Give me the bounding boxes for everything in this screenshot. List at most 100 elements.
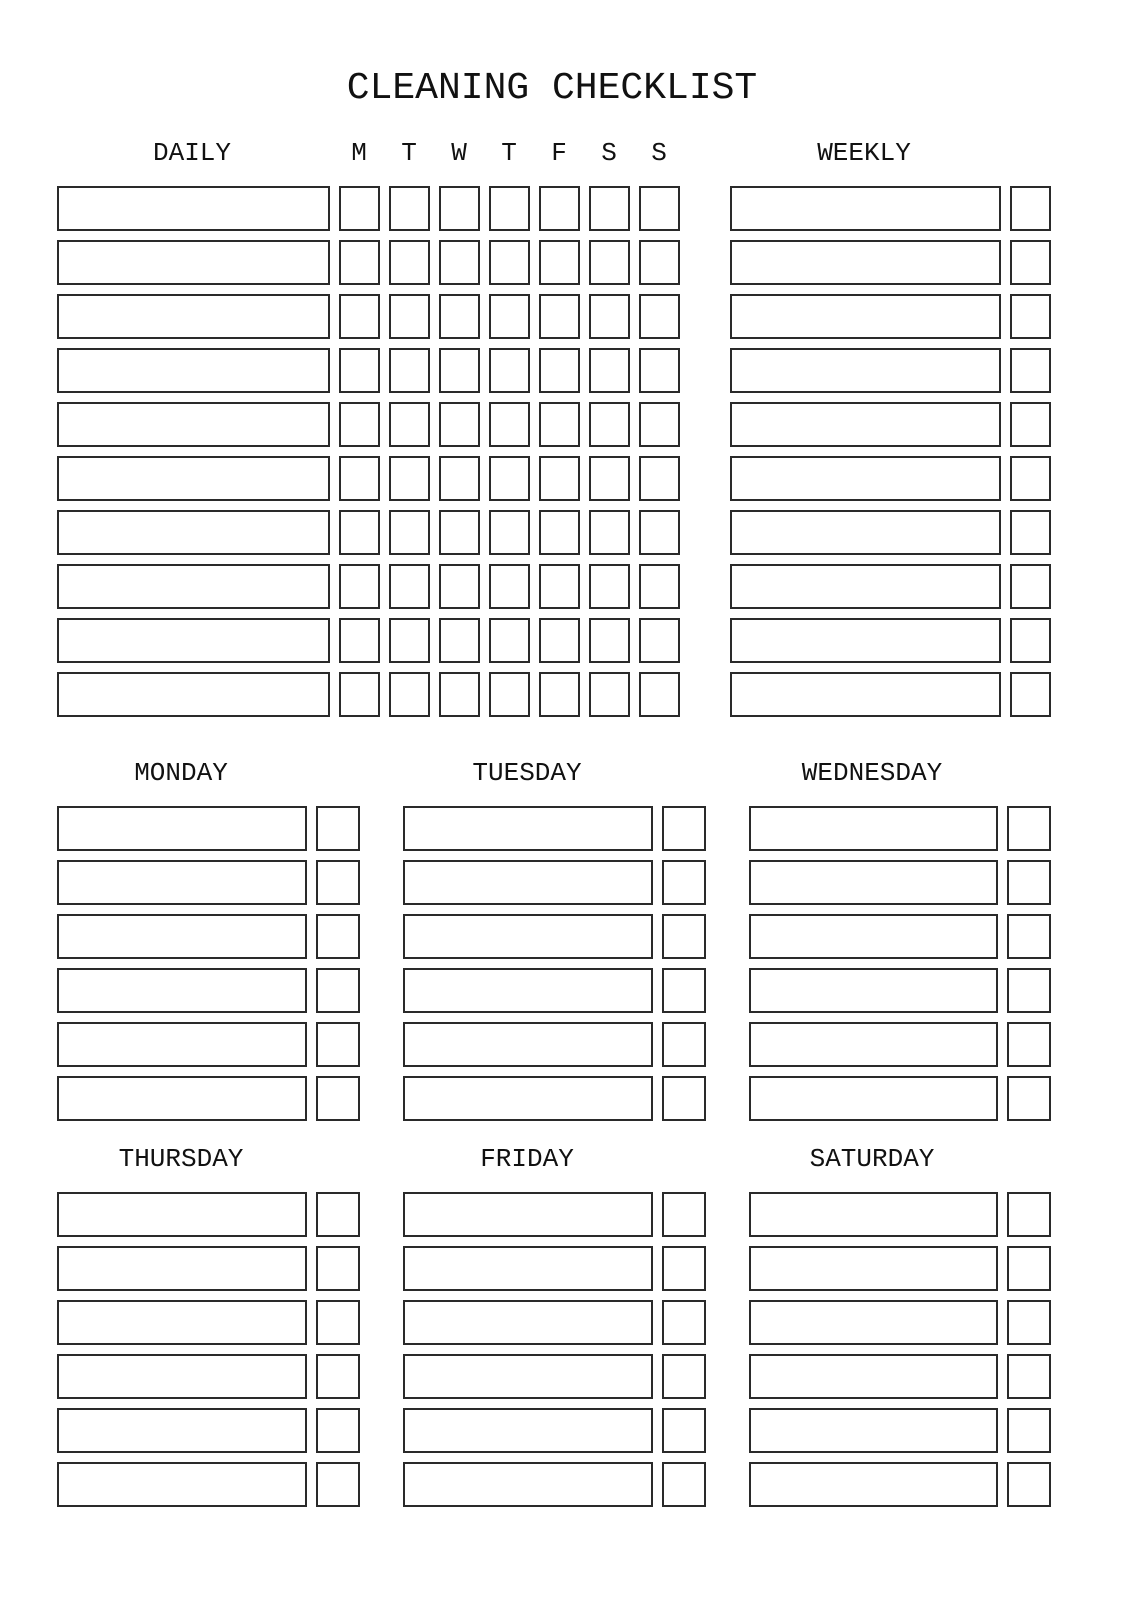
weekly-checkbox[interactable]	[1010, 294, 1051, 339]
daily-task-field[interactable]	[57, 402, 330, 447]
daily-checkbox[interactable]	[389, 456, 430, 501]
daily-checkbox[interactable]	[439, 510, 480, 555]
monday-task-field[interactable]	[57, 914, 307, 959]
daily-checkbox[interactable]	[539, 618, 580, 663]
daily-checkbox[interactable]	[589, 402, 630, 447]
friday-checkbox[interactable]	[662, 1354, 706, 1399]
tuesday-checkbox[interactable]	[662, 1022, 706, 1067]
daily-checkbox[interactable]	[339, 672, 380, 717]
thursday-task-field[interactable]	[57, 1300, 307, 1345]
daily-checkbox[interactable]	[489, 618, 530, 663]
tuesday-checkbox[interactable]	[662, 1076, 706, 1121]
daily-checkbox[interactable]	[639, 672, 680, 717]
daily-checkbox[interactable]	[589, 348, 630, 393]
daily-checkbox[interactable]	[439, 402, 480, 447]
saturday-checkbox[interactable]	[1007, 1300, 1051, 1345]
weekly-checkbox[interactable]	[1010, 618, 1051, 663]
thursday-checkbox[interactable]	[316, 1462, 360, 1507]
wednesday-checkbox[interactable]	[1007, 968, 1051, 1013]
daily-checkbox[interactable]	[339, 186, 380, 231]
monday-checkbox[interactable]	[316, 968, 360, 1013]
daily-checkbox[interactable]	[639, 510, 680, 555]
daily-checkbox[interactable]	[389, 348, 430, 393]
daily-checkbox[interactable]	[539, 510, 580, 555]
friday-task-field[interactable]	[403, 1462, 653, 1507]
tuesday-task-field[interactable]	[403, 914, 653, 959]
daily-checkbox[interactable]	[439, 240, 480, 285]
weekly-task-field[interactable]	[730, 240, 1001, 285]
saturday-checkbox[interactable]	[1007, 1408, 1051, 1453]
thursday-task-field[interactable]	[57, 1462, 307, 1507]
daily-checkbox[interactable]	[489, 294, 530, 339]
daily-checkbox[interactable]	[389, 672, 430, 717]
daily-task-field[interactable]	[57, 618, 330, 663]
wednesday-checkbox[interactable]	[1007, 860, 1051, 905]
daily-checkbox[interactable]	[339, 564, 380, 609]
saturday-task-field[interactable]	[749, 1462, 998, 1507]
daily-checkbox[interactable]	[389, 564, 430, 609]
daily-checkbox[interactable]	[639, 186, 680, 231]
daily-checkbox[interactable]	[389, 510, 430, 555]
friday-task-field[interactable]	[403, 1246, 653, 1291]
daily-task-field[interactable]	[57, 456, 330, 501]
daily-checkbox[interactable]	[589, 240, 630, 285]
wednesday-checkbox[interactable]	[1007, 914, 1051, 959]
weekly-checkbox[interactable]	[1010, 456, 1051, 501]
tuesday-task-field[interactable]	[403, 1022, 653, 1067]
daily-checkbox[interactable]	[539, 240, 580, 285]
daily-checkbox[interactable]	[589, 564, 630, 609]
daily-checkbox[interactable]	[489, 240, 530, 285]
weekly-task-field[interactable]	[730, 402, 1001, 447]
saturday-task-field[interactable]	[749, 1192, 998, 1237]
daily-checkbox[interactable]	[439, 348, 480, 393]
daily-checkbox[interactable]	[589, 618, 630, 663]
tuesday-task-field[interactable]	[403, 1076, 653, 1121]
daily-checkbox[interactable]	[339, 294, 380, 339]
daily-checkbox[interactable]	[439, 294, 480, 339]
daily-checkbox[interactable]	[639, 402, 680, 447]
monday-task-field[interactable]	[57, 1022, 307, 1067]
weekly-task-field[interactable]	[730, 456, 1001, 501]
thursday-checkbox[interactable]	[316, 1300, 360, 1345]
daily-checkbox[interactable]	[539, 348, 580, 393]
monday-task-field[interactable]	[57, 1076, 307, 1121]
wednesday-checkbox[interactable]	[1007, 1022, 1051, 1067]
wednesday-task-field[interactable]	[749, 806, 998, 851]
friday-task-field[interactable]	[403, 1300, 653, 1345]
daily-checkbox[interactable]	[589, 186, 630, 231]
daily-checkbox[interactable]	[389, 294, 430, 339]
saturday-checkbox[interactable]	[1007, 1246, 1051, 1291]
daily-checkbox[interactable]	[339, 348, 380, 393]
tuesday-task-field[interactable]	[403, 968, 653, 1013]
monday-task-field[interactable]	[57, 806, 307, 851]
weekly-task-field[interactable]	[730, 564, 1001, 609]
wednesday-task-field[interactable]	[749, 1022, 998, 1067]
tuesday-checkbox[interactable]	[662, 968, 706, 1013]
daily-checkbox[interactable]	[539, 186, 580, 231]
daily-checkbox[interactable]	[639, 456, 680, 501]
daily-checkbox[interactable]	[539, 402, 580, 447]
friday-checkbox[interactable]	[662, 1192, 706, 1237]
thursday-task-field[interactable]	[57, 1408, 307, 1453]
daily-checkbox[interactable]	[439, 186, 480, 231]
wednesday-task-field[interactable]	[749, 968, 998, 1013]
friday-task-field[interactable]	[403, 1354, 653, 1399]
daily-checkbox[interactable]	[489, 186, 530, 231]
daily-checkbox[interactable]	[339, 510, 380, 555]
monday-checkbox[interactable]	[316, 1076, 360, 1121]
saturday-task-field[interactable]	[749, 1354, 998, 1399]
tuesday-task-field[interactable]	[403, 860, 653, 905]
daily-checkbox[interactable]	[389, 186, 430, 231]
weekly-checkbox[interactable]	[1010, 348, 1051, 393]
weekly-task-field[interactable]	[730, 294, 1001, 339]
daily-checkbox[interactable]	[489, 672, 530, 717]
weekly-task-field[interactable]	[730, 348, 1001, 393]
daily-checkbox[interactable]	[639, 294, 680, 339]
daily-checkbox[interactable]	[589, 672, 630, 717]
daily-task-field[interactable]	[57, 186, 330, 231]
daily-checkbox[interactable]	[639, 348, 680, 393]
tuesday-checkbox[interactable]	[662, 914, 706, 959]
daily-checkbox[interactable]	[439, 456, 480, 501]
daily-checkbox[interactable]	[339, 456, 380, 501]
daily-checkbox[interactable]	[639, 564, 680, 609]
